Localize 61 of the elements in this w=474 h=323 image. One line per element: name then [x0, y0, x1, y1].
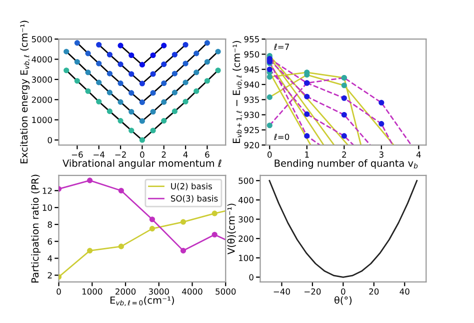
x-axis-title: θ(°)	[334, 296, 352, 305]
annotation: ℓ=0	[274, 134, 290, 140]
y-tick-label: 300	[238, 216, 254, 223]
x-tick-label: 3	[379, 151, 384, 158]
y-axis-title: Participation ratio (PR)	[31, 174, 41, 282]
y-tick-label: 8	[48, 221, 52, 228]
y-tick-label: 950	[244, 51, 260, 58]
y-tick-label: 6	[48, 238, 52, 245]
x-tick-label: 3000	[148, 288, 169, 295]
x-tick-label: 4	[416, 152, 421, 158]
y-tick-label: 940	[244, 81, 260, 88]
y-axis-title: V(θ)(cm⁻¹)	[227, 204, 236, 254]
x-tick-label: 2	[162, 151, 166, 158]
x-tick-label: 0	[341, 288, 346, 295]
x-tick-label: −20	[304, 288, 321, 295]
x-tick-label: 4	[183, 152, 188, 158]
y-tick-label: 935	[244, 96, 259, 103]
y-tick-label: 2000	[32, 96, 52, 103]
x-tick-label: 0	[268, 151, 272, 158]
y-tick-label: 400	[238, 196, 254, 204]
x-tick-label: 1	[305, 152, 309, 158]
x-tick-label: −6	[72, 151, 83, 158]
x-axis-title: Bending number of quanta v$_{b}$	[274, 159, 418, 169]
x-tick-label: 5000	[216, 288, 236, 295]
y-tick-label: 0	[48, 136, 52, 144]
x-tick-label: 40	[400, 288, 410, 295]
y-tick-label: 12	[42, 188, 52, 194]
x-tick-label: 2000	[116, 288, 136, 295]
x-axis-title: E$_{vb,ℓ=0}$(cm⁻¹)	[110, 296, 174, 306]
y-tick-label: 2	[48, 272, 52, 278]
x-tick-label: 2	[342, 151, 346, 158]
y-tick-label: 955	[244, 36, 259, 42]
x-tick-label: −40	[274, 288, 290, 295]
x-axis-title: Vibrational angular momentum ℓ	[62, 159, 222, 169]
y-tick-label: 100	[238, 254, 254, 262]
legend-label: U(2) basis	[171, 182, 212, 190]
annotation: ℓ=7	[274, 44, 289, 50]
y-axis-title: E$_{vb+1,ℓ}$ − E$_{vb,ℓ}$ (cm⁻¹)	[232, 40, 242, 144]
y-tick-label: 920	[244, 142, 260, 148]
x-tick-label: 20	[369, 288, 379, 295]
y-axis-title: Excitation energy E$_{vb,ℓ}$ (cm⁻¹)	[20, 20, 30, 164]
y-tick-label: 500	[238, 178, 254, 184]
y-tick-label: 1000	[32, 116, 52, 124]
y-tick-label: 3000	[32, 76, 52, 83]
y-tick-label: 0	[249, 274, 254, 280]
y-tick-label: 4	[48, 255, 52, 262]
x-tick-label: 0	[56, 288, 61, 295]
x-tick-label: 6	[205, 151, 210, 158]
x-tick-label: −2	[115, 151, 126, 158]
legend-label: SO(3) basis	[170, 195, 218, 203]
x-tick-label: 1000	[82, 288, 102, 295]
y-tick-label: 930	[244, 112, 260, 118]
y-tick-label: 945	[244, 66, 259, 73]
y-tick-label: 200	[238, 236, 254, 242]
x-tick-label: −4	[94, 152, 105, 158]
y-tick-label: 10	[42, 204, 52, 211]
y-tick-label: 925	[244, 126, 259, 134]
y-tick-label: 4000	[32, 56, 52, 63]
x-tick-label: 0	[140, 151, 144, 158]
x-tick-label: 4000	[182, 288, 202, 295]
y-tick-label: 5000	[32, 36, 52, 42]
